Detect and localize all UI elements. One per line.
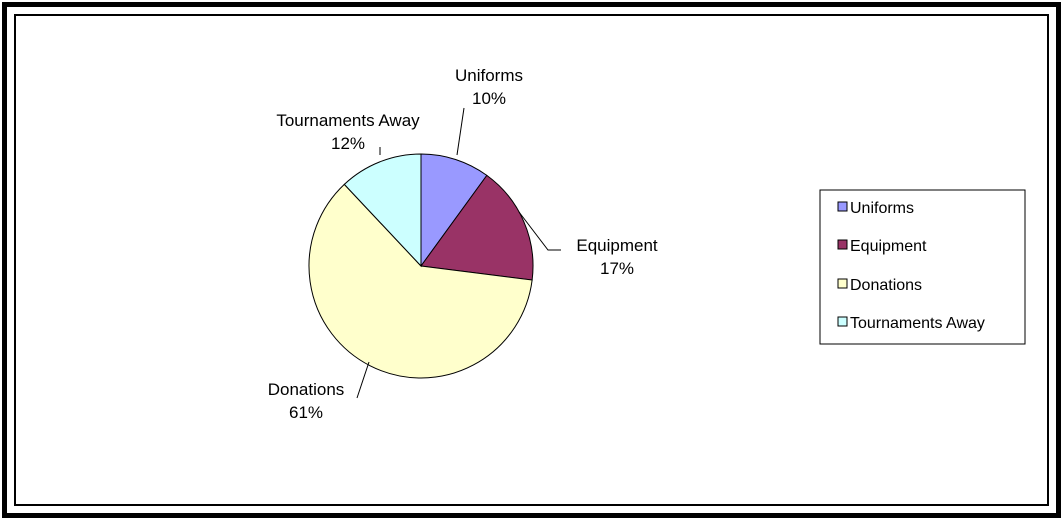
legend: Uniforms Equipment Donations Tournaments… <box>819 189 1026 345</box>
pie-slices <box>308 153 534 379</box>
legend-box <box>819 189 1026 345</box>
legend-item-tournaments-away: Tournaments Away <box>837 315 985 332</box>
slice-label-tournaments-away-pct: 12% <box>331 134 365 153</box>
slice-label-equipment-name: Equipment <box>576 236 658 255</box>
legend-swatch-donations <box>837 278 848 289</box>
legend-label-uniforms: Uniforms <box>850 200 914 217</box>
slice-label-uniforms-name: Uniforms <box>455 66 523 85</box>
slice-label-uniforms-pct: 10% <box>472 89 506 108</box>
leader-line-equipment <box>518 211 561 251</box>
slice-label-tournaments-away-name: Tournaments Away <box>276 111 420 130</box>
pie-slice-tournaments-away <box>343 153 422 268</box>
leader-line-uniforms <box>456 107 465 156</box>
legend-label-donations: Donations <box>850 277 922 294</box>
pie-slice-equipment <box>420 174 534 281</box>
legend-swatch-equipment <box>837 239 848 250</box>
slice-label-equipment-pct: 17% <box>600 259 634 278</box>
legend-item-uniforms: Uniforms <box>837 200 914 217</box>
leader-lines <box>356 107 561 399</box>
legend-label-equipment: Equipment <box>850 238 927 255</box>
legend-item-donations: Donations <box>837 277 922 294</box>
legend-swatch-tournaments-away <box>837 316 848 327</box>
slice-label-donations-pct: 61% <box>289 403 323 422</box>
legend-label-tournaments-away: Tournaments Away <box>850 315 985 332</box>
slice-label-donations-name: Donations <box>268 380 345 399</box>
legend-item-equipment: Equipment <box>837 238 927 255</box>
legend-swatch-uniforms <box>837 201 848 212</box>
pie-slice-donations <box>308 183 533 379</box>
data-labels: Uniforms 10% Equipment 17% Donations 61%… <box>268 66 658 422</box>
leader-line-donations <box>356 361 370 399</box>
